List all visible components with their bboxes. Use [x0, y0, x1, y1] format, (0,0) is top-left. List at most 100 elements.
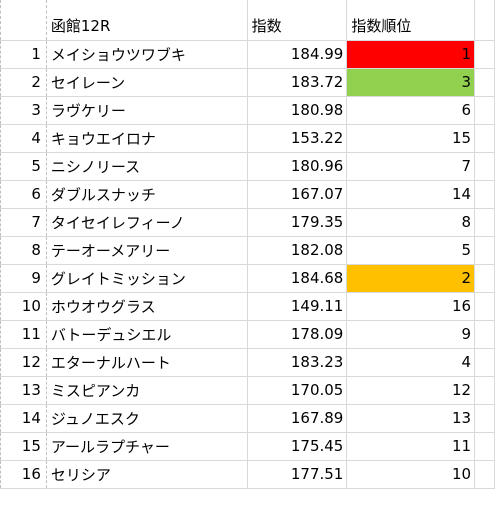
table-row: 8 テーオーメアリー 182.08 5 — [0, 236, 495, 265]
index-value-cell[interactable]: 184.99 — [247, 40, 348, 69]
rank-value-cell[interactable]: 3 — [346, 68, 476, 97]
empty-cell[interactable] — [474, 40, 495, 69]
horse-name-cell[interactable]: ダブルスナッチ — [46, 180, 248, 209]
table-row: 6 ダブルスナッチ 167.07 14 — [0, 180, 495, 209]
rank-value-cell[interactable]: 8 — [346, 208, 476, 237]
horse-name-cell[interactable]: ミスピアンカ — [46, 376, 248, 405]
table-row: 9 グレイトミッション 184.68 2 — [0, 264, 495, 293]
index-value-cell[interactable]: 182.08 — [247, 236, 348, 265]
rank-value-cell[interactable]: 6 — [346, 96, 476, 125]
horse-name-cell[interactable]: セリシア — [46, 460, 248, 489]
rank-value-cell[interactable]: 14 — [346, 180, 476, 209]
table-row: 15 アールラプチャー 175.45 11 — [0, 432, 495, 461]
rank-value-cell[interactable]: 13 — [346, 404, 476, 433]
row-number[interactable]: 1 — [0, 40, 47, 69]
rank-value-cell[interactable]: 5 — [346, 236, 476, 265]
table-row: 10 ホウオウグラス 149.11 16 — [0, 292, 495, 321]
table-row: 12 エターナルハート 183.23 4 — [0, 348, 495, 377]
rank-value-cell[interactable]: 10 — [346, 460, 476, 489]
horse-name-cell[interactable]: キョウエイロナ — [46, 124, 248, 153]
index-value-cell[interactable]: 167.89 — [247, 404, 348, 433]
horse-name-cell[interactable]: ジュノエスク — [46, 404, 248, 433]
horse-name-cell[interactable]: ラヴケリー — [46, 96, 248, 125]
row-number[interactable]: 7 — [0, 208, 47, 237]
rank-value-cell[interactable]: 1 — [346, 40, 476, 69]
rank-value-cell[interactable]: 2 — [346, 264, 476, 293]
table-row: 2 セイレーン 183.72 3 — [0, 68, 495, 97]
rank-value-cell[interactable]: 15 — [346, 124, 476, 153]
empty-cell[interactable] — [474, 68, 495, 97]
horse-name-cell[interactable]: ニシノリース — [46, 152, 248, 181]
row-number[interactable]: 5 — [0, 152, 47, 181]
row-number[interactable]: 12 — [0, 348, 47, 377]
empty-cell[interactable] — [474, 124, 495, 153]
empty-cell[interactable] — [474, 264, 495, 293]
row-number[interactable]: 8 — [0, 236, 47, 265]
row-number[interactable]: 13 — [0, 376, 47, 405]
rank-value-cell[interactable]: 16 — [346, 292, 476, 321]
empty-cell[interactable] — [474, 376, 495, 405]
rank-value-cell[interactable]: 4 — [346, 348, 476, 377]
header-cell-rank[interactable]: 指数順位 — [346, 0, 476, 41]
index-value-cell[interactable]: 180.98 — [247, 96, 348, 125]
row-number[interactable]: 2 — [0, 68, 47, 97]
empty-cell[interactable] — [474, 152, 495, 181]
header-cell-index[interactable]: 指数 — [247, 0, 348, 41]
index-value-cell[interactable]: 177.51 — [247, 460, 348, 489]
row-header-blank[interactable] — [0, 0, 47, 41]
empty-cell[interactable] — [474, 320, 495, 349]
horse-name-cell[interactable]: セイレーン — [46, 68, 248, 97]
index-value-cell[interactable]: 170.05 — [247, 376, 348, 405]
index-value-cell[interactable]: 179.35 — [247, 208, 348, 237]
index-value-cell[interactable]: 153.22 — [247, 124, 348, 153]
horse-name-cell[interactable]: メイショウツワブキ — [46, 40, 248, 69]
index-value-cell[interactable]: 183.23 — [247, 348, 348, 377]
horse-name-cell[interactable]: バトーデュシエル — [46, 320, 248, 349]
horse-name-cell[interactable]: テーオーメアリー — [46, 236, 248, 265]
rank-value-cell[interactable]: 9 — [346, 320, 476, 349]
row-number[interactable]: 6 — [0, 180, 47, 209]
index-value-cell[interactable]: 180.96 — [247, 152, 348, 181]
rank-value-cell[interactable]: 12 — [346, 376, 476, 405]
empty-cell[interactable] — [474, 348, 495, 377]
horse-name-cell[interactable]: ホウオウグラス — [46, 292, 248, 321]
row-number[interactable]: 9 — [0, 264, 47, 293]
row-number[interactable]: 4 — [0, 124, 47, 153]
spreadsheet-grid: 函館12R 指数 指数順位 1 メイショウツワブキ 184.99 1 2 セイレーン 183… — [0, 0, 495, 489]
table-row: 7 タイセイレフィーノ 179.35 8 — [0, 208, 495, 237]
horse-name-cell[interactable]: タイセイレフィーノ — [46, 208, 248, 237]
empty-cell[interactable] — [474, 460, 495, 489]
horse-name-cell[interactable]: エターナルハート — [46, 348, 248, 377]
index-value-cell[interactable]: 167.07 — [247, 180, 348, 209]
empty-cell[interactable] — [474, 180, 495, 209]
header-cell-name[interactable]: 函館12R — [46, 0, 248, 41]
row-number[interactable]: 14 — [0, 404, 47, 433]
row-number[interactable]: 16 — [0, 460, 47, 489]
table-row: 16 セリシア 177.51 10 — [0, 460, 495, 489]
row-number[interactable]: 3 — [0, 96, 47, 125]
horse-name-cell[interactable]: アールラプチャー — [46, 432, 248, 461]
index-value-cell[interactable]: 175.45 — [247, 432, 348, 461]
row-number[interactable]: 11 — [0, 320, 47, 349]
index-value-cell[interactable]: 178.09 — [247, 320, 348, 349]
empty-cell[interactable] — [474, 292, 495, 321]
rank-value-cell[interactable]: 7 — [346, 152, 476, 181]
empty-cell[interactable] — [474, 236, 495, 265]
empty-cell[interactable] — [474, 96, 495, 125]
empty-cell[interactable] — [474, 432, 495, 461]
table-row: 3 ラヴケリー 180.98 6 — [0, 96, 495, 125]
header-row: 函館12R 指数 指数順位 — [0, 0, 495, 41]
empty-cell[interactable] — [474, 208, 495, 237]
index-value-cell[interactable]: 184.68 — [247, 264, 348, 293]
empty-cell[interactable] — [474, 404, 495, 433]
table-row: 1 メイショウツワブキ 184.99 1 — [0, 40, 495, 69]
table-row: 13 ミスピアンカ 170.05 12 — [0, 376, 495, 405]
index-value-cell[interactable]: 183.72 — [247, 68, 348, 97]
row-number[interactable]: 15 — [0, 432, 47, 461]
table-row: 11 バトーデュシエル 178.09 9 — [0, 320, 495, 349]
horse-name-cell[interactable]: グレイトミッション — [46, 264, 248, 293]
row-number[interactable]: 10 — [0, 292, 47, 321]
rank-value-cell[interactable]: 11 — [346, 432, 476, 461]
index-value-cell[interactable]: 149.11 — [247, 292, 348, 321]
empty-cell[interactable] — [474, 0, 495, 41]
